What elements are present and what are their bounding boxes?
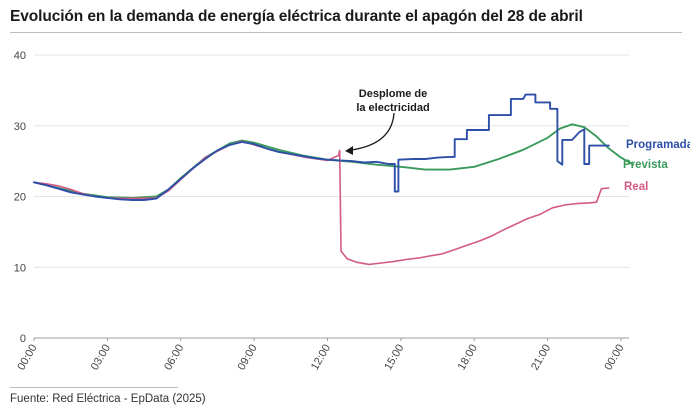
series-label-real: Real	[624, 181, 648, 193]
x-tick-label: 09:00	[236, 343, 260, 373]
y-tick-label: 20	[14, 192, 26, 204]
x-tick-label: 18:00	[456, 343, 480, 373]
x-tick-label: 06:00	[162, 343, 186, 373]
series-label-prevista: Prevista	[623, 159, 668, 171]
title-divider	[10, 32, 682, 33]
y-tick-label: 30	[14, 121, 26, 133]
y-tick-label: 40	[14, 50, 26, 62]
x-tick-label: 21:00	[529, 343, 553, 373]
annotation-arrow-line	[350, 112, 395, 151]
series-line-programada	[33, 93, 610, 201]
source-note: Fuente: Red Eléctrica - EpData (2025)	[10, 393, 206, 405]
y-tick-label: 0	[20, 333, 26, 345]
x-tick-label: 15:00	[382, 343, 406, 373]
annotation-text: Desplome de	[359, 88, 427, 100]
series-line-prevista	[33, 123, 635, 199]
series-label-programada: Programada	[626, 139, 690, 151]
x-tick-label: 12:00	[309, 343, 333, 373]
x-tick-label: 00:00	[602, 343, 626, 373]
annotation-text: la electricidad	[356, 102, 429, 114]
x-tick-label: 00:00	[15, 343, 39, 373]
line-chart: 0 10 20 30 40 00:00 03:00 06:00 09:00 12:00 15:00 1…	[14, 50, 690, 373]
series-line-real	[33, 140, 610, 266]
source-divider	[10, 387, 178, 388]
chart-title: Evolución en la demanda de energía eléct…	[10, 8, 583, 25]
annotation-arrowhead	[345, 146, 353, 155]
x-tick-label: 03:00	[89, 343, 113, 373]
y-tick-label: 10	[14, 262, 26, 274]
